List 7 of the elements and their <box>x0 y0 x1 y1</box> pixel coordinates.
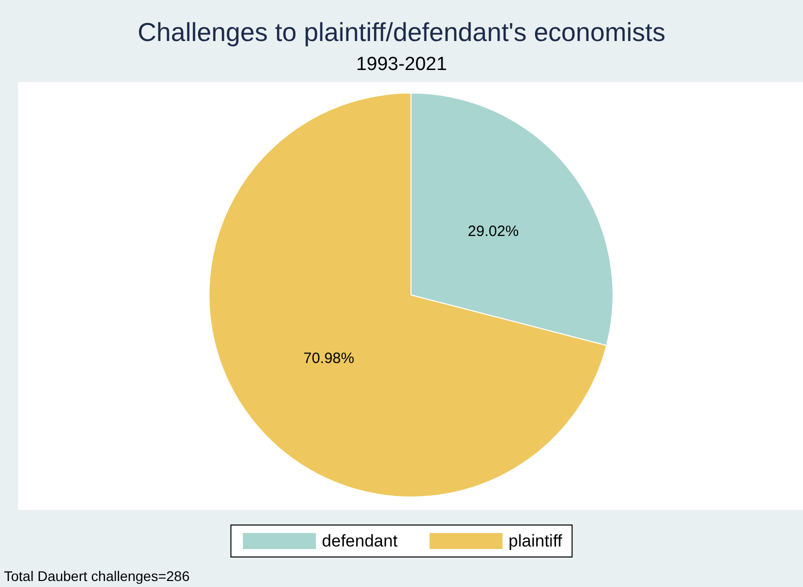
text: Total Daubert challenges=286 <box>4 568 190 584</box>
data-label: 70.98% <box>303 350 354 368</box>
chart-title: Challenges to plaintiff/defendant's economists <box>138 17 666 47</box>
legend-label: defendant <box>322 532 398 550</box>
legend-label: plaintiff <box>508 532 562 550</box>
data-label: 29.02% <box>468 222 519 240</box>
chart-subtitle: 1993-2021 <box>356 54 447 75</box>
